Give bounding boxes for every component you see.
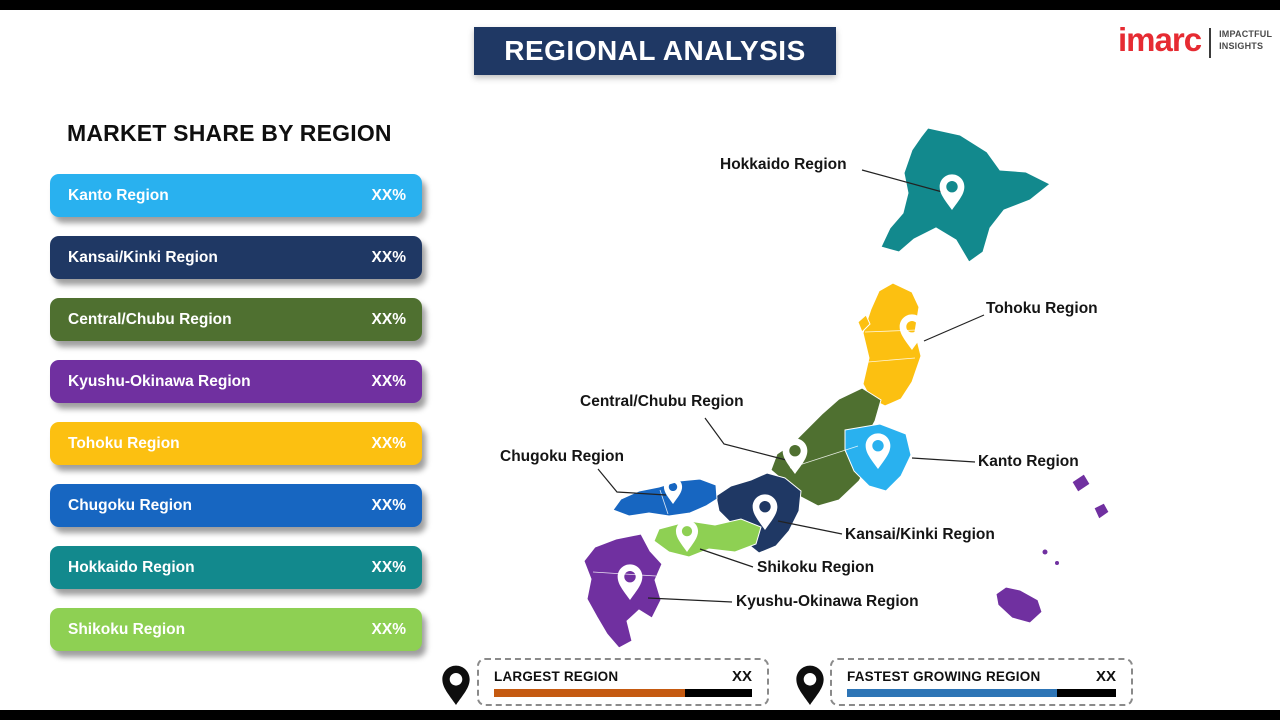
map-label-kanto: Kanto Region — [978, 453, 1079, 470]
largest-region-legend: LARGEST REGION XX — [477, 658, 769, 706]
map-label-hokkaido: Hokkaido Region — [720, 156, 847, 173]
japan-map — [583, 127, 1110, 649]
map-island-okinawa-main — [995, 586, 1043, 624]
map-region-tohoku — [862, 282, 922, 407]
largest-region-bar — [494, 688, 752, 697]
imarc-logo: imarc IMPACTFUL INSIGHTS — [1118, 21, 1272, 58]
share-bar-central-chubu: Central/Chubu Region XX% — [50, 298, 422, 341]
market-share-heading: MARKET SHARE BY REGION — [67, 120, 392, 146]
map-label-central-chubu: Central/Chubu Region — [580, 393, 744, 410]
connector-kanto — [911, 457, 976, 463]
connector-kansai — [777, 520, 843, 535]
share-bar-label: Kansai/Kinki Region — [68, 248, 218, 266]
page-title-text: REGIONAL ANALYSIS — [504, 35, 806, 66]
share-bar-value: XX% — [371, 558, 406, 576]
share-bar-label: Kyushu-Okinawa Region — [68, 372, 251, 390]
connector-hokkaido — [861, 169, 947, 194]
share-bar-tohoku: Tohoku Region XX% — [50, 422, 422, 465]
share-bar-value: XX% — [371, 620, 406, 638]
map-label-shikoku: Shikoku Region — [757, 559, 875, 576]
connector-central-chubu — [704, 417, 791, 462]
largest-region-bar-fill — [494, 688, 685, 697]
share-bar-value: XX% — [371, 434, 406, 452]
share-bar-shikoku: Shikoku Region XX% — [50, 608, 422, 651]
page-title: REGIONAL ANALYSIS — [474, 27, 836, 75]
largest-region-value: XX — [731, 667, 752, 685]
share-bar-label: Chugoku Region — [68, 496, 192, 514]
map-island-okinawa-dot-1 — [1042, 549, 1048, 555]
logo-tagline-line2: INSIGHTS — [1219, 40, 1264, 51]
fastest-growing-legend: FASTEST GROWING REGION XX — [830, 658, 1133, 706]
share-bar-value: XX% — [371, 310, 406, 328]
share-bar-kanto: Kanto Region XX% — [50, 174, 422, 217]
fastest-growing-bar — [847, 688, 1116, 697]
fastest-growing-value: XX — [1095, 667, 1116, 685]
connector-tohoku — [923, 314, 985, 342]
map-island-okinawa-2 — [1093, 502, 1110, 520]
share-bar-label: Kanto Region — [68, 186, 169, 204]
map-island-okinawa-1 — [1071, 473, 1091, 493]
share-bar-value: XX% — [371, 372, 406, 390]
share-bar-kyushu-okinawa: Kyushu-Okinawa Region XX% — [50, 360, 422, 403]
connector-chugoku — [597, 468, 667, 496]
share-bar-label: Central/Chubu Region — [68, 310, 232, 328]
logo-tagline: IMPACTFUL INSIGHTS — [1219, 29, 1272, 52]
bottom-letterbox-bar — [0, 710, 1280, 720]
imarc-logo-wordmark: imarc — [1118, 21, 1202, 58]
fastest-growing-bar-fill — [847, 688, 1057, 697]
map-pin-okinawa — [1001, 549, 1025, 583]
share-bar-value: XX% — [371, 186, 406, 204]
share-bar-label: Shikoku Region — [68, 620, 186, 638]
map-label-chugoku: Chugoku Region — [500, 448, 624, 465]
share-bar-chugoku: Chugoku Region XX% — [50, 484, 422, 527]
fastest-growing-label: FASTEST GROWING REGION — [847, 668, 1041, 684]
share-bar-label: Hokkaido Region — [68, 558, 195, 576]
map-island-okinawa-dot-2 — [1055, 561, 1059, 565]
share-bar-value: XX% — [371, 496, 406, 514]
fastest-growing-pin-icon — [796, 665, 824, 705]
share-bar-hokkaido: Hokkaido Region XX% — [50, 546, 422, 589]
connector-kyushu-okinawa — [647, 597, 733, 603]
logo-divider — [1209, 28, 1212, 58]
share-bar-value: XX% — [371, 248, 406, 266]
share-bar-label: Tohoku Region — [68, 434, 180, 452]
logo-tagline-line1: IMPACTFUL — [1219, 29, 1273, 39]
map-label-kyushu-okinawa: Kyushu-Okinawa Region — [736, 593, 919, 610]
share-bar-kansai: Kansai/Kinki Region XX% — [50, 236, 422, 279]
map-label-kansai: Kansai/Kinki Region — [845, 526, 995, 543]
largest-region-label: LARGEST REGION — [494, 668, 619, 684]
map-region-hokkaido — [880, 127, 1051, 263]
connector-shikoku — [699, 548, 754, 568]
map-label-tohoku: Tohoku Region — [986, 300, 1098, 317]
map-island-sado — [857, 314, 871, 333]
largest-region-pin-icon — [442, 665, 470, 705]
top-letterbox-bar — [0, 0, 1280, 10]
label-connectors — [597, 169, 985, 603]
map-region-kyushu — [583, 533, 663, 649]
